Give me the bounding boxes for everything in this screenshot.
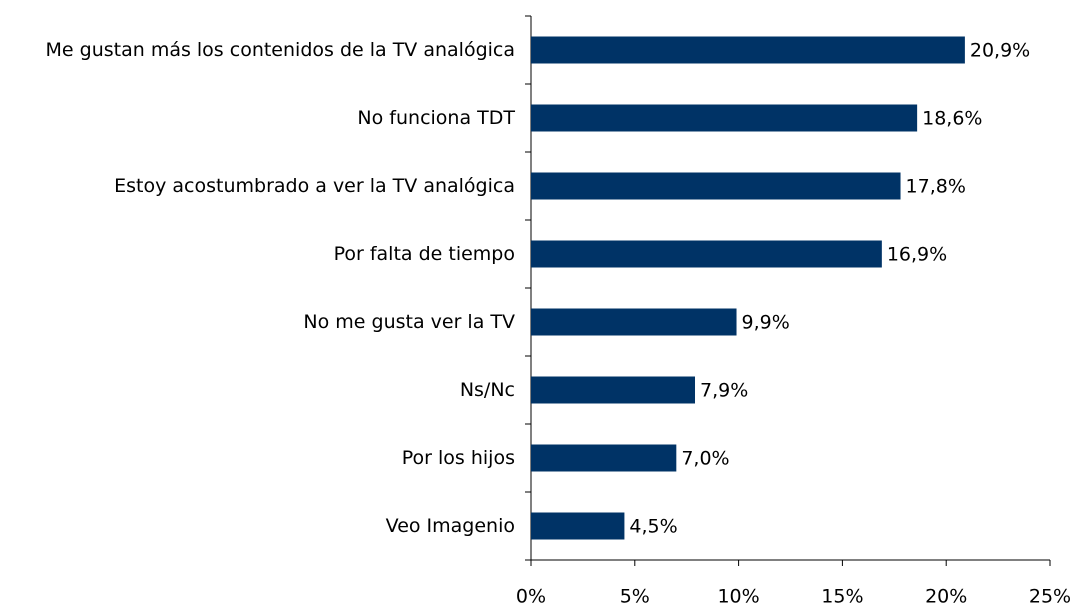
bar xyxy=(531,512,625,540)
y-tick-label: No me gusta ver la TV xyxy=(303,311,515,333)
bar xyxy=(531,308,737,336)
value-label: 18,6% xyxy=(922,108,982,130)
y-tick-label: Estoy acostumbrado a ver la TV analógica xyxy=(114,175,515,197)
value-label: 17,8% xyxy=(906,176,966,198)
y-tick-label: Me gustan más los contenidos de la TV an… xyxy=(45,39,515,61)
x-tick-label: 25% xyxy=(1029,586,1071,605)
value-label: 4,5% xyxy=(629,516,677,538)
bar xyxy=(531,36,965,64)
value-label: 16,9% xyxy=(887,244,947,266)
bar xyxy=(531,376,696,404)
x-tick-label: 10% xyxy=(717,586,759,605)
bar xyxy=(531,240,882,268)
value-label: 7,0% xyxy=(681,448,729,470)
x-tick-label: 15% xyxy=(821,586,863,605)
y-tick-label: Por falta de tiempo xyxy=(333,243,515,265)
value-label: 9,9% xyxy=(742,312,790,334)
value-label: 20,9% xyxy=(970,40,1030,62)
bar xyxy=(531,172,901,200)
x-tick-label: 0% xyxy=(516,586,546,605)
value-label: 7,9% xyxy=(700,380,748,402)
y-tick-label: No funciona TDT xyxy=(357,107,515,129)
x-tick-label: 5% xyxy=(620,586,650,605)
y-tick-label: Ns/Nc xyxy=(459,379,515,401)
bar xyxy=(531,104,918,132)
bar xyxy=(531,444,677,472)
x-tick-label: 20% xyxy=(925,586,967,605)
y-tick-label: Veo Imagenio xyxy=(385,515,515,537)
y-tick-label: Por los hijos xyxy=(401,447,515,469)
